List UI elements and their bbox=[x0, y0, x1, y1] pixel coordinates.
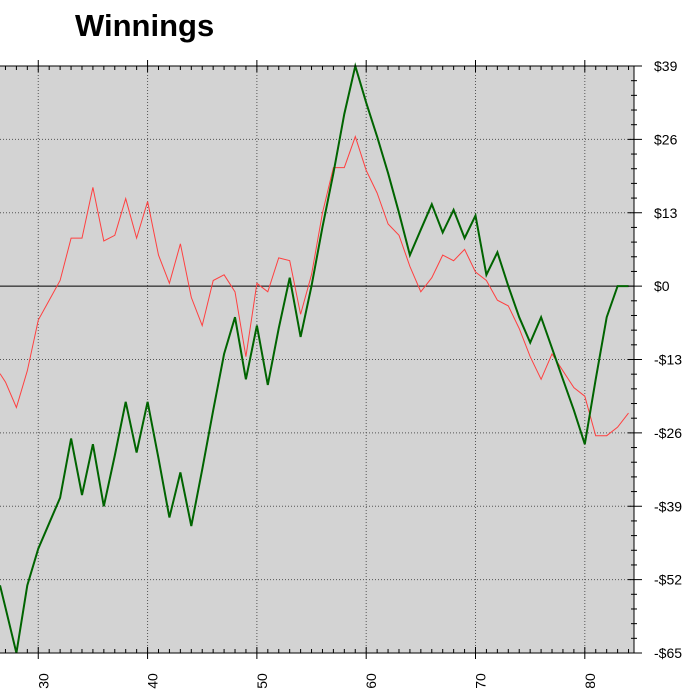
plot-background bbox=[0, 66, 634, 653]
series-line-2 bbox=[0, 62, 629, 654]
y-tick-label: -$39 bbox=[654, 498, 682, 514]
axes: $39 $26 $13 $0 -$13 -$26 -$39 -$52 -$65 30 40 50 60 7… bbox=[35, 58, 682, 689]
chart-title: Winnings bbox=[75, 8, 215, 43]
x-tick-label: 60 bbox=[363, 673, 379, 689]
y-tick-label: $0 bbox=[654, 278, 670, 294]
y-tick-label: -$13 bbox=[654, 352, 682, 368]
y-tick-label: $39 bbox=[654, 58, 678, 74]
y-tick-label: -$52 bbox=[654, 572, 682, 588]
series-layer bbox=[0, 62, 629, 654]
x-tick-label: 50 bbox=[254, 673, 270, 689]
y-tick-label: $26 bbox=[654, 131, 678, 147]
y-tick-label: -$65 bbox=[654, 645, 682, 661]
series-line-1 bbox=[0, 135, 629, 437]
x-tick-label: 40 bbox=[145, 673, 161, 689]
y-tick-label: $13 bbox=[654, 205, 678, 221]
x-tick-label: 70 bbox=[473, 673, 489, 689]
x-tick-label: 30 bbox=[35, 673, 51, 689]
x-tick-label: 80 bbox=[582, 673, 598, 689]
y-tick-label: -$26 bbox=[654, 425, 682, 441]
